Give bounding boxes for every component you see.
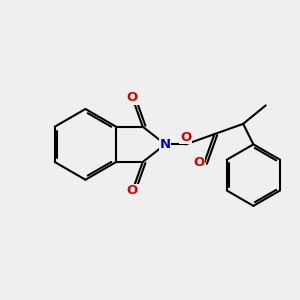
Text: O: O <box>127 92 138 104</box>
Text: N: N <box>160 138 171 151</box>
Text: O: O <box>127 184 138 197</box>
Text: O: O <box>180 131 191 144</box>
Text: O: O <box>194 156 205 169</box>
